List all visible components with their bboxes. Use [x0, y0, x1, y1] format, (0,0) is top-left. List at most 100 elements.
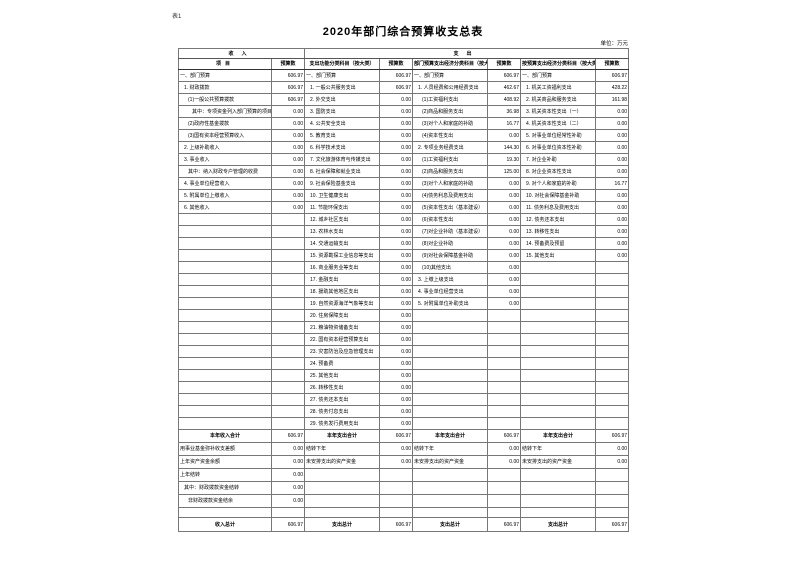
income-item-value: [270, 297, 306, 310]
dept-econ-item-label: (4)资本性支出: [412, 129, 489, 142]
func-item-value: 0.00: [379, 129, 414, 142]
unit-note: 单位：万元: [600, 41, 628, 47]
income-item-label: [178, 381, 272, 394]
table-row: 5. 附属单位上缴收入 0.00 10. 卫生健康支出 0.00 (4)债务利息及费用支…: [178, 189, 630, 202]
func-item-label: 13. 农林水支出: [304, 225, 381, 238]
func-item-value: 0.00: [379, 357, 414, 370]
income-item-value: [270, 405, 306, 418]
income-summary-value: 0.00: [270, 494, 306, 508]
dept-econ-item-value: [487, 405, 522, 418]
gov-summary-value: [595, 507, 630, 518]
func-item-label: 26. 转移性支出: [304, 381, 381, 394]
dept-econ-item-value: 0.00: [487, 249, 522, 262]
gov-summary-label: [520, 468, 597, 482]
income-item-value: [270, 357, 306, 370]
income-summary-label: [178, 507, 272, 518]
dept-summary-label: 本年支出合计: [412, 429, 489, 443]
func-item-value: 0.00: [379, 237, 414, 250]
gov-summary-value: 0.00: [595, 455, 630, 469]
func-summary-value: [379, 494, 414, 508]
func-item-label: 21. 粮油物资储备支出: [304, 321, 381, 334]
table-row: 3. 事业收入 0.00 7. 文化旅游体育与传媒支出 0.00 (1)工资福利支出 19…: [178, 153, 630, 166]
dept-econ-item-value: 0.00: [487, 189, 522, 202]
gov-econ-item-label: 3. 机关资本性支出（一）: [520, 105, 597, 118]
dept-econ-item-value: 125.00: [487, 165, 522, 178]
func-summary-value: 606.97: [379, 429, 414, 443]
dept-econ-item-value: 0.00: [487, 261, 522, 274]
func-summary-label: 未安排支出的资产资金: [304, 455, 381, 469]
func-summary-value: [379, 468, 414, 482]
gov-econ-item-value: [595, 393, 630, 406]
income-item-label: [178, 321, 272, 334]
func-item-value: 0.00: [379, 333, 414, 346]
income-item-label: [178, 357, 272, 370]
dept-econ-item-label: [412, 321, 489, 334]
gov-econ-item-value: [595, 309, 630, 322]
dept-econ-item-value: 0.00: [487, 177, 522, 190]
gov-econ-item-label: 14. 预备费及预留: [520, 237, 597, 250]
income-item-label: [178, 297, 272, 310]
gov-econ-item-value: 0.00: [595, 201, 630, 214]
func-summary-label: 本年支出合计: [304, 429, 381, 443]
income-item-value: [270, 321, 306, 334]
gov-econ-item-value: 0.00: [595, 165, 630, 178]
gov-econ-item-label: [520, 393, 597, 406]
gov-summary-label: 未安排支出的资产资金: [520, 455, 597, 469]
table-row: 17. 金融支出 0.00 3. 上缴上级支出 0.00: [178, 273, 630, 286]
dept-summary-label: [412, 507, 489, 518]
dept-econ-item-label: 5. 对附属单位补助支出: [412, 297, 489, 310]
table-row: 1. 财政拨款 606.97 1. 一般公共服务支出 606.97 1. 人员经费和公用…: [178, 81, 630, 94]
income-item-value: [270, 237, 306, 250]
dept-econ-item-label: (1)工资福利支出: [412, 153, 489, 166]
gov-summary-value: 606.97: [595, 429, 630, 443]
dept-econ-item-value: [487, 345, 522, 358]
dept-summary-label: 支出总计: [412, 517, 489, 532]
summary-total-row: 收入总计 606.97 支出总计 606.97 支出总计 606.97 支出总计 606.97: [178, 517, 630, 532]
income-item-value: [270, 309, 306, 322]
gov-econ-item-label: 9. 对个人和家庭的补助: [520, 177, 597, 190]
income-item-value: 0.00: [270, 105, 306, 118]
gov-econ-item-label: 2. 机关商品和服务支出: [520, 93, 597, 106]
dept-econ-item-label: (3)对个人和家庭的补助: [412, 117, 489, 130]
income-item-value: [270, 225, 306, 238]
dept-summary-label: 未安排支出的资产资金: [412, 455, 489, 469]
func-item-value: 0.00: [379, 141, 414, 154]
gov-econ-item-label: 5. 对事业单位经常性补助: [520, 129, 597, 142]
table-row: (3)国有资本经营预算收入 0.00 5. 教育支出 0.00 (4)资本性支出 0.00…: [178, 129, 630, 142]
func-item-value: 0.00: [379, 177, 414, 190]
dept-econ-item-value: [487, 369, 522, 382]
func-item-label: 5. 教育支出: [304, 129, 381, 142]
income-summary-value: 0.00: [270, 481, 306, 495]
income-item-value: 0.00: [270, 153, 306, 166]
income-item-value: [270, 285, 306, 298]
func-item-label: 4. 公共安全支出: [304, 117, 381, 130]
income-item-label: 一、部门预算: [178, 69, 272, 82]
gov-summary-value: [595, 481, 630, 495]
gov-econ-item-value: 0.00: [595, 237, 630, 250]
income-item-label: (3)国有资本经营预算收入: [178, 129, 272, 142]
gov-summary-label: [520, 507, 597, 518]
func-item-label: 28. 债务付息支出: [304, 405, 381, 418]
func-item-label: 16. 商业服务业等支出: [304, 261, 381, 274]
income-item-value: 0.00: [270, 129, 306, 142]
dept-econ-item-label: [412, 393, 489, 406]
gov-econ-item-value: [595, 405, 630, 418]
table-row: 15. 资源勘探工业信息等支出 0.00 (9)对社会保障基金补助 0.00 15. 其…: [178, 249, 630, 262]
gov-econ-item-label: [520, 297, 597, 310]
income-item-value: 0.00: [270, 165, 306, 178]
table-row: 其中：专项资金列入部门预算的项目 0.00 3. 国防支出 0.00 (2)商品和服务支…: [178, 105, 630, 118]
func-item-value: 0.00: [379, 117, 414, 130]
func-item-label: 29. 债务发行费用支出: [304, 417, 381, 430]
dept-econ-item-value: 462.67: [487, 81, 522, 94]
dept-econ-item-value: [487, 309, 522, 322]
table-row: 20. 住房保障支出 0.00: [178, 309, 630, 322]
dept-econ-item-value: [487, 321, 522, 334]
gov-econ-item-value: [595, 381, 630, 394]
income-summary-value: 606.97: [270, 429, 306, 443]
income-item-value: 0.00: [270, 117, 306, 130]
func-item-label: 11. 节能环保支出: [304, 201, 381, 214]
dept-econ-item-value: [487, 381, 522, 394]
dept-econ-item-label: (5)资本性支出（基本建设）: [412, 201, 489, 214]
func-summary-label: [304, 481, 381, 495]
